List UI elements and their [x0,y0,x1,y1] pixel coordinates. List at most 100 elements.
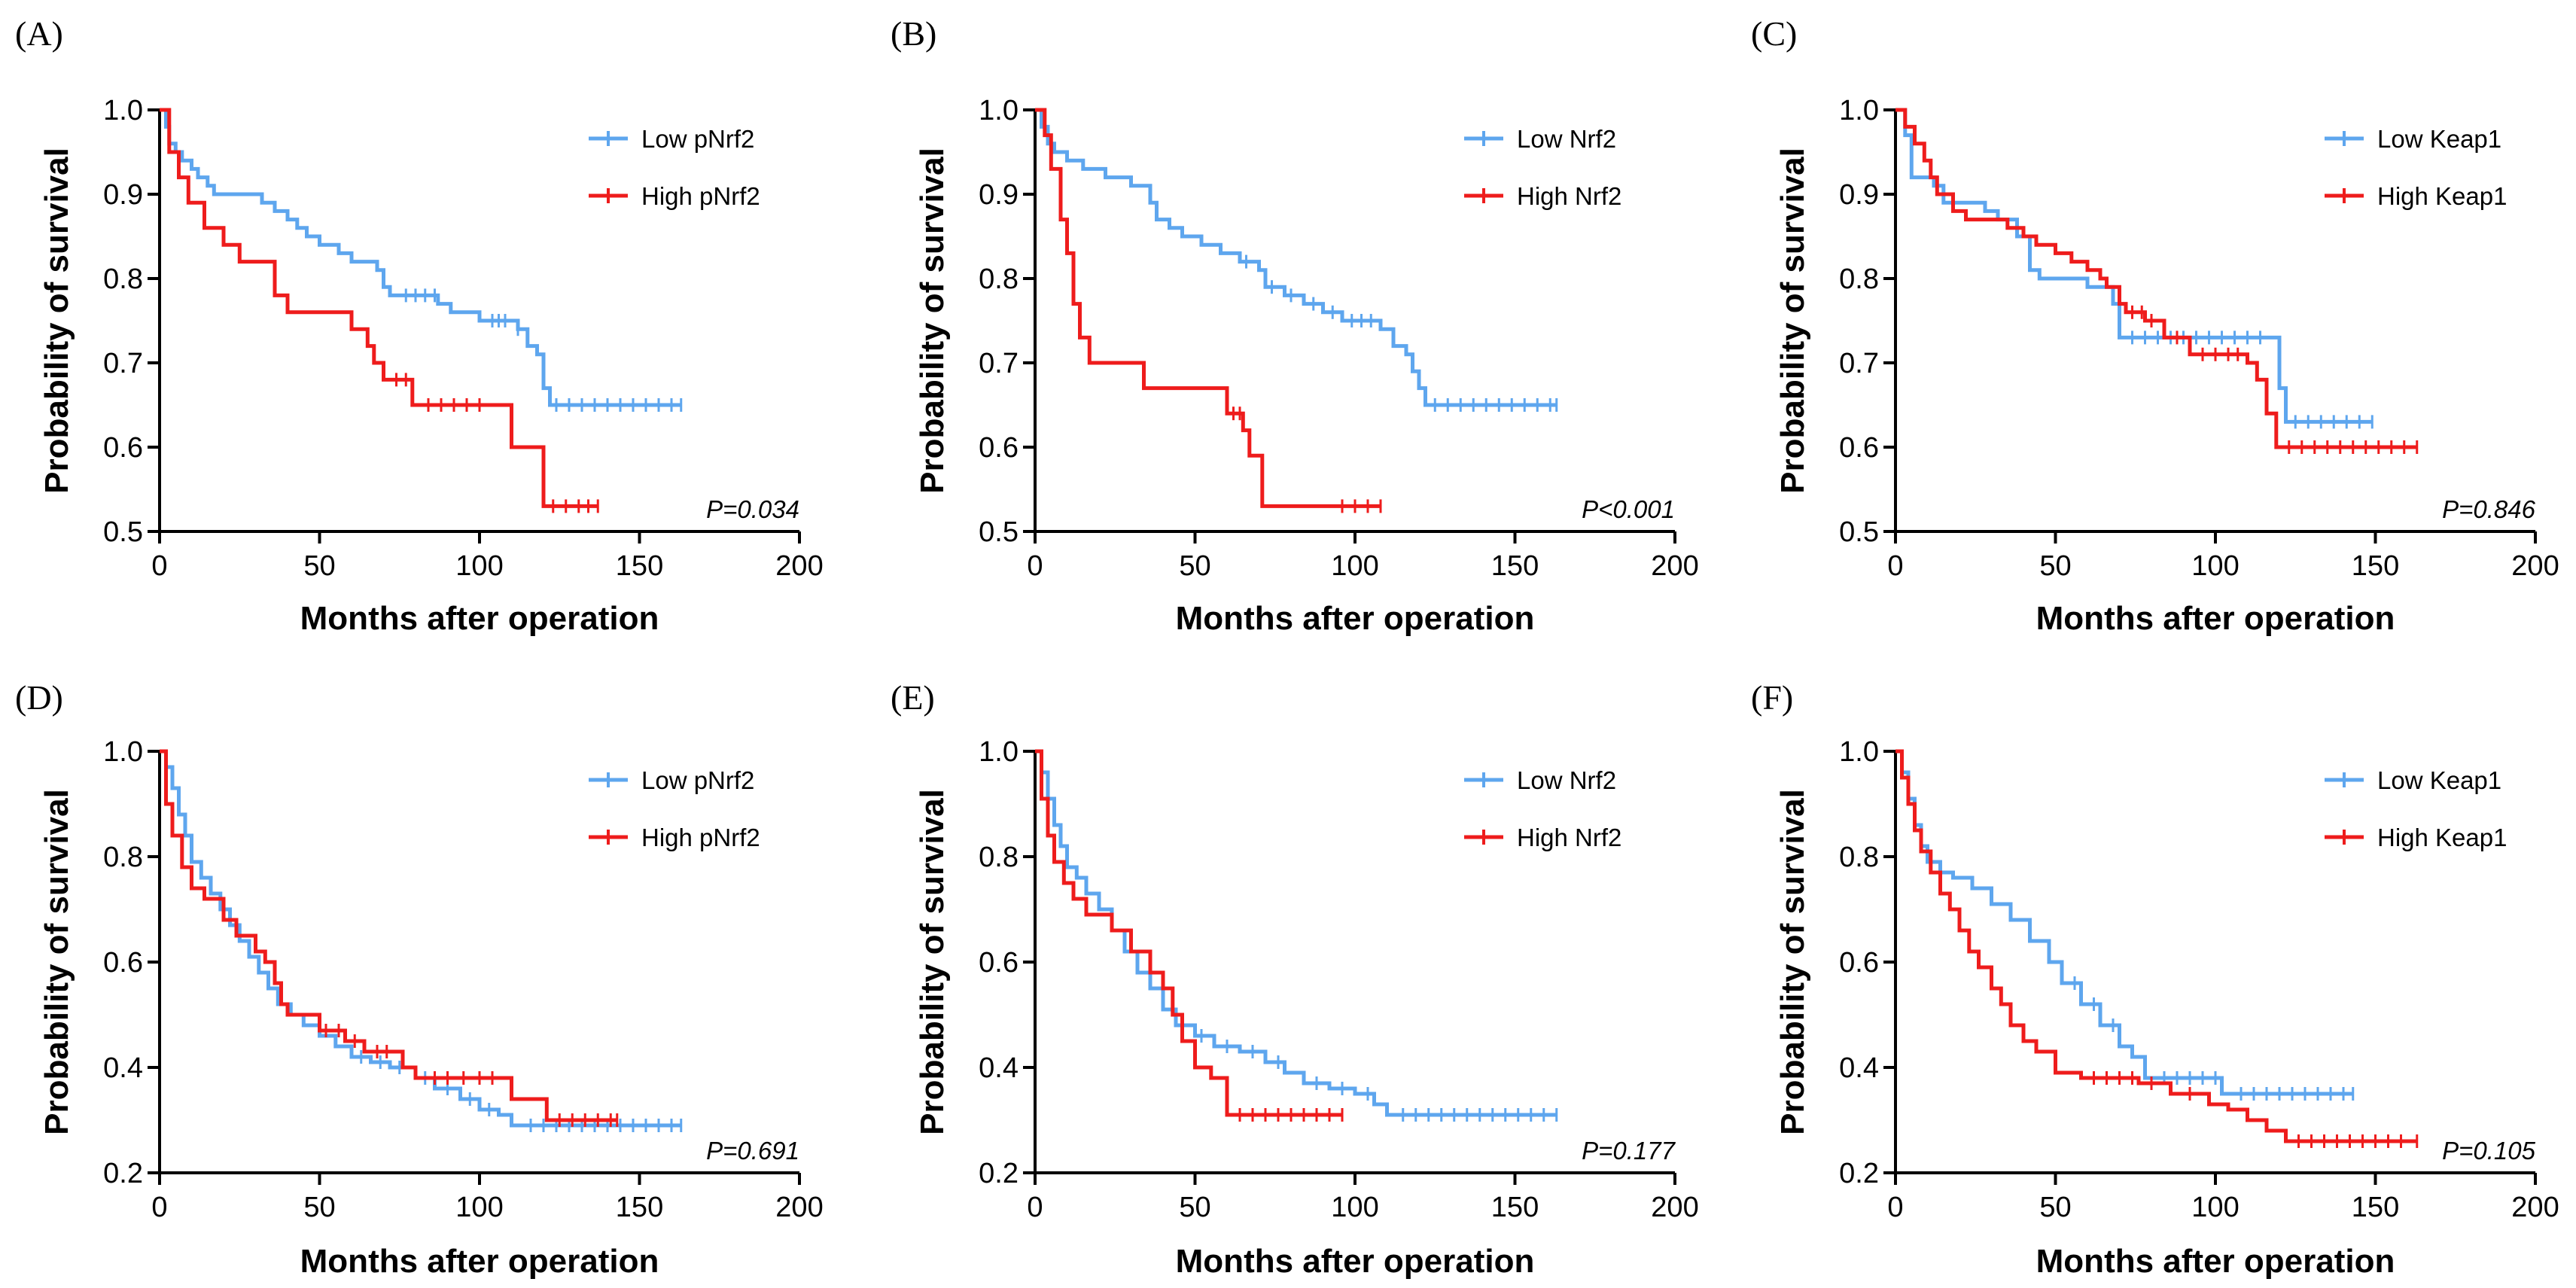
x-tick-label: 150 [1491,1192,1539,1223]
x-tick-label: 0 [1887,1192,1903,1223]
y-tick-label: 1.0 [1839,736,1879,768]
survival-curve-high [160,749,617,1122]
survival-curve-low [1035,108,1557,407]
y-tick-label: 0.6 [103,432,143,464]
x-tick-label: 150 [616,1192,663,1223]
x-axis-title: Months after operation [2036,600,2395,637]
y-tick-label: 0.2 [979,1158,1019,1189]
panel-b: (B) 0 50 100 150 200 0.5 0.6 0.7 0.8 0.9 1.0 Months … [891,14,1699,637]
panel-label: (A) [15,14,63,53]
panel-label: (B) [891,14,936,53]
y-tick-label: 0.9 [103,179,143,211]
y-axis-title: Probability of survival [1774,789,1811,1135]
y-tick-label: 0.5 [979,516,1019,548]
y-tick-label: 1.0 [979,95,1019,126]
y-tick-label: 0.5 [1839,516,1879,548]
panel-label: (E) [891,678,935,717]
legend-entry-label: High Nrf2 [1517,824,1621,851]
legend-entry-label: High Nrf2 [1517,182,1621,210]
x-tick-label: 100 [2191,550,2239,582]
y-tick-label: 0.4 [103,1052,143,1084]
x-tick-label: 50 [1179,1192,1210,1223]
x-tick-label: 50 [2039,550,2071,582]
y-tick-label: 0.2 [1839,1158,1879,1189]
p-value-label: P=0.034 [706,495,799,523]
y-axis-title: Probability of survival [914,148,951,494]
survival-curve-low [1895,749,2353,1096]
x-tick-label: 200 [775,550,823,582]
x-tick-label: 100 [455,550,503,582]
survival-curve-low [1895,108,2373,424]
y-axis-title: Probability of survival [1774,148,1811,494]
y-tick-label: 0.5 [103,516,143,548]
p-value-label: P=0.691 [706,1137,799,1165]
x-tick-label: 100 [1331,550,1378,582]
panel-label: (C) [1751,14,1797,53]
x-axis-title: Months after operation [300,600,659,637]
x-tick-label: 0 [1027,550,1043,582]
x-tick-label: 150 [616,550,663,582]
survival-curve-low [1035,749,1557,1117]
x-tick-label: 200 [775,1192,823,1223]
x-tick-label: 0 [151,1192,167,1223]
y-tick-label: 0.4 [979,1052,1019,1084]
panel-label: (F) [1751,678,1793,717]
y-tick-label: 0.8 [1839,263,1879,295]
x-tick-label: 0 [151,550,167,582]
y-tick-label: 0.6 [979,947,1019,979]
y-tick-label: 0.6 [979,432,1019,464]
y-tick-label: 0.8 [979,842,1019,873]
legend-entry-label: Low Nrf2 [1517,766,1616,794]
legend-entry-label: High pNrf2 [641,182,760,210]
p-value-label: P<0.001 [1582,495,1675,523]
y-tick-label: 0.7 [979,348,1019,379]
x-tick-label: 150 [1491,550,1539,582]
y-axis-title: Probability of survival [38,789,75,1135]
x-tick-label: 100 [455,1192,503,1223]
y-axis-title: Probability of survival [38,148,75,494]
survival-curve-high [160,108,598,508]
legend-entry-label: High pNrf2 [641,824,760,851]
legend-entry-label: High Keap1 [2377,824,2507,851]
legend-entry-label: Low pNrf2 [641,766,754,794]
legend-entry-label: Low Nrf2 [1517,125,1616,153]
x-tick-label: 50 [1179,550,1210,582]
legend-entry-label: High Keap1 [2377,182,2507,210]
y-tick-label: 0.7 [103,348,143,379]
x-tick-label: 200 [2511,550,2559,582]
y-tick-label: 0.6 [1839,947,1879,979]
survival-curve-high [1035,108,1381,508]
survival-curve-high [1035,749,1342,1117]
legend-entry-label: Low Keap1 [2377,125,2501,153]
y-tick-label: 0.2 [103,1158,143,1189]
x-axis-title: Months after operation [1176,600,1535,637]
x-tick-label: 150 [2352,1192,2399,1223]
panel-a: (A) 0 50 100 150 200 0.5 0.6 0.7 0.8 0.9 1.0 Months … [15,14,824,637]
x-axis-title: Months after operation [300,1243,659,1280]
panel-c: (C) 0 50 100 150 200 0.5 0.6 0.7 0.8 0.9 1.0 Months … [1751,14,2559,637]
survival-curve-high [1895,749,2417,1143]
x-tick-label: 0 [1027,1192,1043,1223]
y-tick-label: 0.8 [103,842,143,873]
y-tick-label: 1.0 [979,736,1019,768]
y-tick-label: 0.9 [1839,179,1879,211]
y-tick-label: 0.6 [1839,432,1879,464]
panel-d: (D) 0 50 100 150 200 0.2 0.4 0.6 0.8 1.0 Months aft… [15,678,824,1280]
x-tick-label: 100 [2191,1192,2239,1223]
y-tick-label: 0.7 [1839,348,1879,379]
y-tick-label: 0.9 [979,179,1019,211]
x-axis-title: Months after operation [1176,1243,1535,1280]
x-tick-label: 200 [1651,1192,1698,1223]
y-tick-label: 0.4 [1839,1052,1879,1084]
p-value-label: P=0.846 [2442,495,2536,523]
y-tick-label: 0.8 [979,263,1019,295]
y-tick-label: 0.8 [103,263,143,295]
x-tick-label: 50 [303,1192,335,1223]
x-tick-label: 50 [303,550,335,582]
panel-f: (F) 0 50 100 150 200 0.2 0.4 0.6 0.8 1.0 Months aft… [1751,678,2559,1280]
survival-curve-low [160,749,681,1128]
y-tick-label: 0.8 [1839,842,1879,873]
legend-entry-label: Low Keap1 [2377,766,2501,794]
p-value-label: P=0.177 [1582,1137,1676,1165]
